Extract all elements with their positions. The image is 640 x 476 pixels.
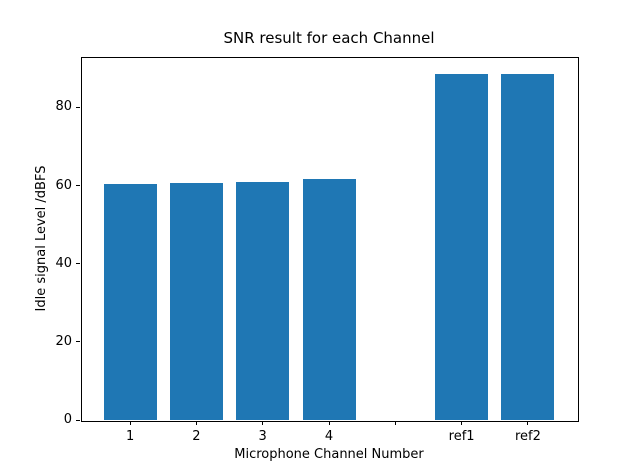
x-tick-label: 1 <box>125 429 135 444</box>
y-axis-label: Idle signal Level /dBFS <box>34 165 49 312</box>
bar-4 <box>302 178 356 420</box>
y-tick <box>76 263 80 265</box>
x-tick-label: 3 <box>258 429 267 444</box>
y-tick-label: 60 <box>55 177 72 193</box>
x-tick <box>328 421 330 425</box>
bar-1 <box>103 184 157 420</box>
y-tick-label: 20 <box>55 333 72 349</box>
y-tick <box>76 341 80 343</box>
x-tick-label: ref2 <box>514 429 541 444</box>
x-tick <box>262 421 264 425</box>
x-tick-label: 4 <box>324 429 334 444</box>
x-tick <box>394 421 396 425</box>
x-axis-label: Microphone Channel Number <box>234 447 424 462</box>
y-tick <box>76 419 80 421</box>
x-tick-label: 2 <box>192 429 201 444</box>
bar-ref2 <box>501 74 555 420</box>
y-tick-label: 80 <box>55 99 72 115</box>
y-tick <box>76 106 80 108</box>
y-tick-label: 40 <box>55 255 72 271</box>
chart-title: SNR result for each Channel <box>223 29 435 47</box>
x-tick <box>461 421 463 425</box>
x-tick <box>527 421 529 425</box>
x-tick <box>129 421 131 425</box>
bar-ref1 <box>435 74 489 420</box>
x-tick <box>195 421 197 425</box>
bar-3 <box>236 182 290 420</box>
y-tick <box>76 185 80 187</box>
bar-2 <box>169 183 223 420</box>
y-tick-label: 0 <box>63 412 72 427</box>
x-tick-label: ref1 <box>448 429 475 444</box>
